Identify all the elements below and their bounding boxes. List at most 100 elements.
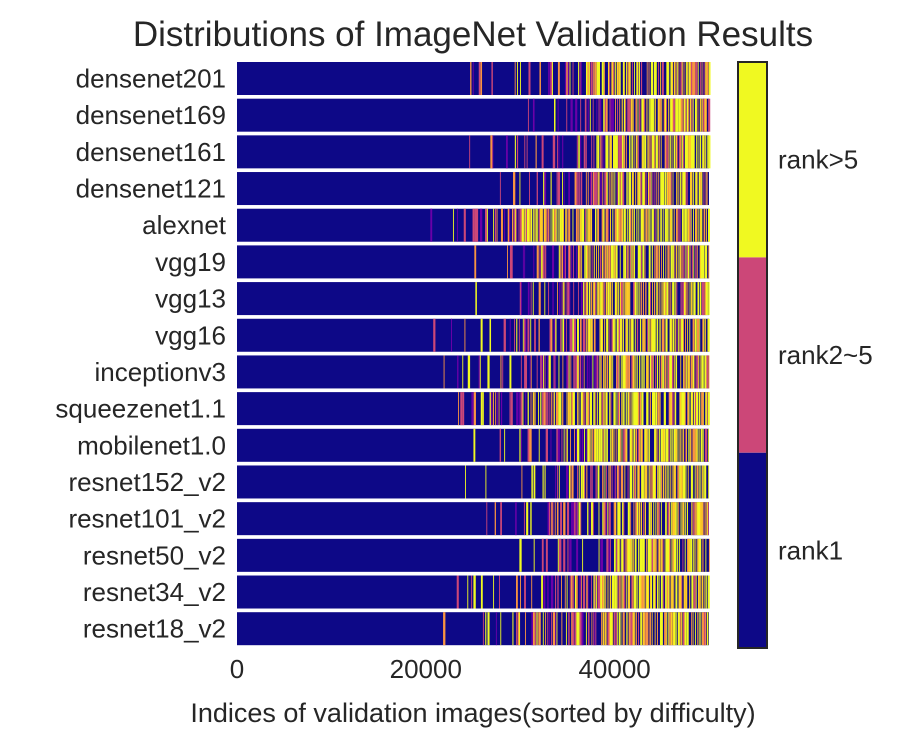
rank-stripe xyxy=(570,428,571,462)
rank-stripe xyxy=(687,245,690,279)
rank-stripe xyxy=(692,355,694,389)
rank-stripe xyxy=(579,355,582,389)
rank-stripe xyxy=(671,575,674,609)
rank-stripe xyxy=(657,245,659,279)
colorbar-label: rank>5 xyxy=(778,145,858,175)
rank-stripe xyxy=(621,575,623,609)
rank-stripe xyxy=(611,428,614,462)
heatmap-row-resnet34_v2 xyxy=(237,575,710,609)
rank-stripe xyxy=(628,62,631,95)
rank-stripe xyxy=(572,502,575,536)
rank-stripe xyxy=(584,282,586,316)
rank-stripe xyxy=(673,98,676,132)
rank-stripe xyxy=(690,465,693,499)
rank-stripe xyxy=(544,282,546,316)
rank-stripe xyxy=(693,538,695,572)
rank-stripe xyxy=(555,208,557,242)
rank-stripe xyxy=(696,465,699,499)
rank-stripe xyxy=(641,575,644,609)
rank-stripe xyxy=(666,135,668,169)
rank-stripe xyxy=(657,392,660,426)
rank-stripe xyxy=(607,575,609,609)
heatmap-row-mobilenet1.0 xyxy=(237,428,709,462)
rank-stripe xyxy=(578,392,580,426)
rank-stripe xyxy=(523,318,526,352)
rank-stripe xyxy=(587,98,589,132)
rank-stripe xyxy=(572,392,575,426)
rank-stripe xyxy=(609,282,612,316)
rank-stripe xyxy=(538,318,540,352)
rank-stripe xyxy=(695,62,698,95)
rank-stripe xyxy=(662,282,664,316)
rank-stripe xyxy=(495,612,497,646)
rank-stripe xyxy=(632,612,635,646)
rank-stripe xyxy=(474,208,477,242)
rank-stripe xyxy=(587,428,590,462)
rank-stripe xyxy=(664,538,666,572)
rank-stripe xyxy=(685,172,687,206)
rank-stripe xyxy=(583,392,585,426)
rank-stripe xyxy=(563,428,565,462)
rank-stripe xyxy=(580,135,582,169)
rank-stripe xyxy=(592,502,594,536)
rank-stripe xyxy=(576,245,577,279)
rank-stripe xyxy=(561,208,564,242)
rank-stripe xyxy=(603,355,605,389)
rank-stripe xyxy=(603,208,604,242)
rank-stripe xyxy=(549,318,552,352)
rank-stripe xyxy=(601,208,604,242)
rank-stripe xyxy=(658,172,660,206)
rank-stripe xyxy=(694,465,696,499)
rank-stripe xyxy=(685,465,687,499)
rank-stripe xyxy=(691,245,694,279)
rank-stripe xyxy=(694,62,696,95)
rank-stripe xyxy=(701,465,703,499)
rank-stripe xyxy=(537,612,539,646)
rank-stripe xyxy=(658,538,661,572)
rank-stripe xyxy=(666,98,667,132)
rank-stripe xyxy=(682,502,684,536)
rank-stripe xyxy=(696,98,697,132)
rank-stripe xyxy=(654,245,656,279)
rank-stripe xyxy=(678,135,682,169)
rank-stripe xyxy=(580,392,583,426)
rank-stripe xyxy=(667,245,669,279)
rank-stripe xyxy=(693,135,695,169)
rank-stripe xyxy=(593,428,596,462)
rank-stripe xyxy=(538,428,540,462)
rank-stripe xyxy=(696,245,698,279)
rank-stripe xyxy=(590,428,592,462)
rank-stripe xyxy=(703,98,706,132)
rank-stripe xyxy=(671,428,673,462)
rank-stripe xyxy=(669,502,671,536)
rank-stripe xyxy=(530,318,532,352)
rank-stripe xyxy=(567,208,569,242)
rank-stripe xyxy=(567,245,570,279)
heatmap-row-resnet152_v2 xyxy=(237,465,710,499)
model-label: vgg19 xyxy=(155,247,226,277)
rank-stripe xyxy=(480,575,483,609)
rank-stripe xyxy=(473,575,476,609)
rank-stripe xyxy=(673,355,675,389)
rank-stripe xyxy=(529,355,531,389)
rank-stripe xyxy=(475,282,477,316)
rank-stripe xyxy=(472,208,475,242)
rank-stripe xyxy=(675,428,678,462)
rank-stripe xyxy=(574,502,576,536)
rank-stripe xyxy=(684,502,686,536)
rank-stripe xyxy=(673,282,675,316)
rank-stripe xyxy=(634,245,636,279)
rank-stripe xyxy=(697,318,699,352)
rank-stripe xyxy=(623,318,624,352)
rank-stripe xyxy=(653,538,655,572)
rank-stripe xyxy=(621,392,623,426)
rank-stripe xyxy=(665,392,666,426)
rank-stripe xyxy=(658,245,660,279)
rank-stripe xyxy=(657,502,659,536)
rank-stripe xyxy=(612,612,614,646)
rank-stripe xyxy=(609,245,611,279)
rank-stripe xyxy=(628,282,630,316)
rank-stripe xyxy=(707,502,709,536)
model-label: inceptionv3 xyxy=(94,357,226,387)
rank-stripe xyxy=(635,612,637,646)
